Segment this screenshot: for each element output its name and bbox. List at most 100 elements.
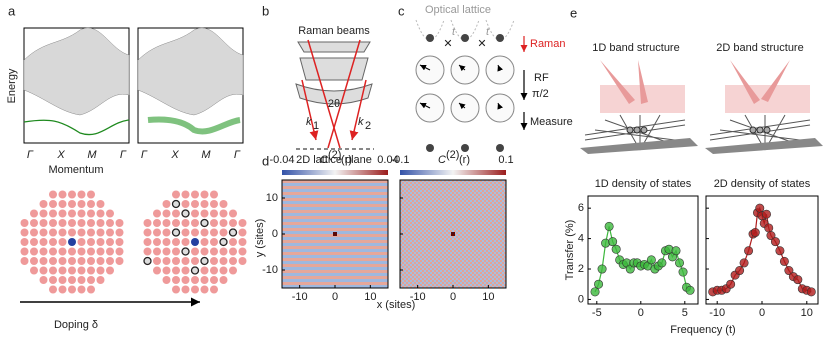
axis-label: Frequency (t) (670, 324, 735, 336)
site (200, 285, 209, 294)
sequence-diagram: ✕ ✕ (415, 19, 515, 152)
atom (496, 144, 504, 152)
data-point (755, 203, 765, 213)
site (106, 219, 114, 227)
site (210, 190, 218, 199)
site (191, 247, 199, 256)
site (39, 219, 48, 227)
axis-label: Energy (6, 68, 18, 103)
panel-label: d (262, 153, 269, 168)
site (96, 209, 105, 218)
x-tick-label: Γ (120, 149, 127, 161)
site (115, 238, 124, 246)
hole (190, 266, 200, 275)
data-point (806, 287, 816, 297)
site (49, 190, 57, 199)
site (49, 219, 57, 227)
site (200, 266, 209, 275)
panel-label: e (570, 5, 577, 20)
x-tick-label: 10 (801, 307, 813, 319)
site (87, 228, 95, 237)
site (68, 228, 76, 237)
colorbar-label: 0.1 (498, 154, 513, 166)
site (219, 200, 228, 208)
colorbar-title: (r) (341, 154, 352, 166)
site (219, 209, 228, 218)
x-tick-label: 0 (450, 291, 456, 303)
site (162, 228, 171, 237)
site (229, 209, 237, 218)
site (181, 276, 190, 284)
site (87, 200, 95, 208)
site (87, 247, 95, 256)
data-point (784, 266, 794, 276)
site (210, 276, 218, 284)
colorbar-label: -0.04 (269, 154, 294, 166)
site (172, 238, 180, 246)
site (58, 238, 67, 246)
colorbar-label: -0.1 (391, 154, 410, 166)
site (172, 285, 180, 294)
site (153, 228, 161, 237)
colorbar-label: 0.04 (377, 154, 398, 166)
site (77, 238, 86, 246)
site (229, 247, 237, 256)
site (153, 219, 161, 227)
site (162, 238, 171, 246)
site (238, 257, 247, 265)
site (191, 285, 199, 294)
data-point (646, 255, 656, 265)
site (181, 190, 190, 199)
data-point (750, 228, 760, 238)
site (172, 276, 180, 284)
site (181, 228, 190, 237)
site (106, 247, 114, 256)
y-tick-label: 0 (578, 293, 584, 305)
site (229, 238, 237, 246)
panel-label: b (262, 3, 269, 18)
site (200, 247, 209, 256)
site (229, 266, 237, 275)
site (115, 228, 124, 237)
raman-diagram (295, 39, 374, 150)
atom (461, 144, 469, 152)
spin (497, 64, 504, 72)
label: 2 (365, 120, 371, 132)
site (49, 257, 57, 265)
site (58, 219, 67, 227)
label: Raman (530, 38, 565, 50)
site (162, 276, 171, 284)
site (181, 200, 190, 208)
site (172, 219, 180, 227)
site (77, 257, 86, 265)
label: k (358, 116, 364, 128)
y-tick-label: -10 (262, 264, 278, 276)
site (181, 219, 190, 227)
hole (200, 218, 209, 228)
site (200, 238, 209, 246)
panel-label: c (398, 3, 405, 18)
site (210, 257, 218, 265)
site (200, 228, 209, 237)
colorbar-title: (2) (446, 149, 459, 161)
data-point (604, 221, 614, 231)
site (68, 219, 76, 227)
site (115, 219, 124, 227)
site (162, 257, 171, 265)
site (77, 247, 86, 256)
site (68, 257, 76, 265)
data-point (735, 266, 745, 276)
x-tick-label: -10 (410, 291, 426, 303)
site (58, 257, 67, 265)
site (49, 200, 57, 208)
site (68, 200, 76, 208)
site (77, 276, 86, 284)
site (181, 266, 190, 275)
site (68, 247, 76, 256)
label: t (486, 26, 490, 38)
x-tick-label: 0 (332, 291, 338, 303)
site (20, 257, 29, 265)
site (106, 228, 114, 237)
x-tick-label: Γ (27, 149, 34, 161)
site (162, 209, 171, 218)
